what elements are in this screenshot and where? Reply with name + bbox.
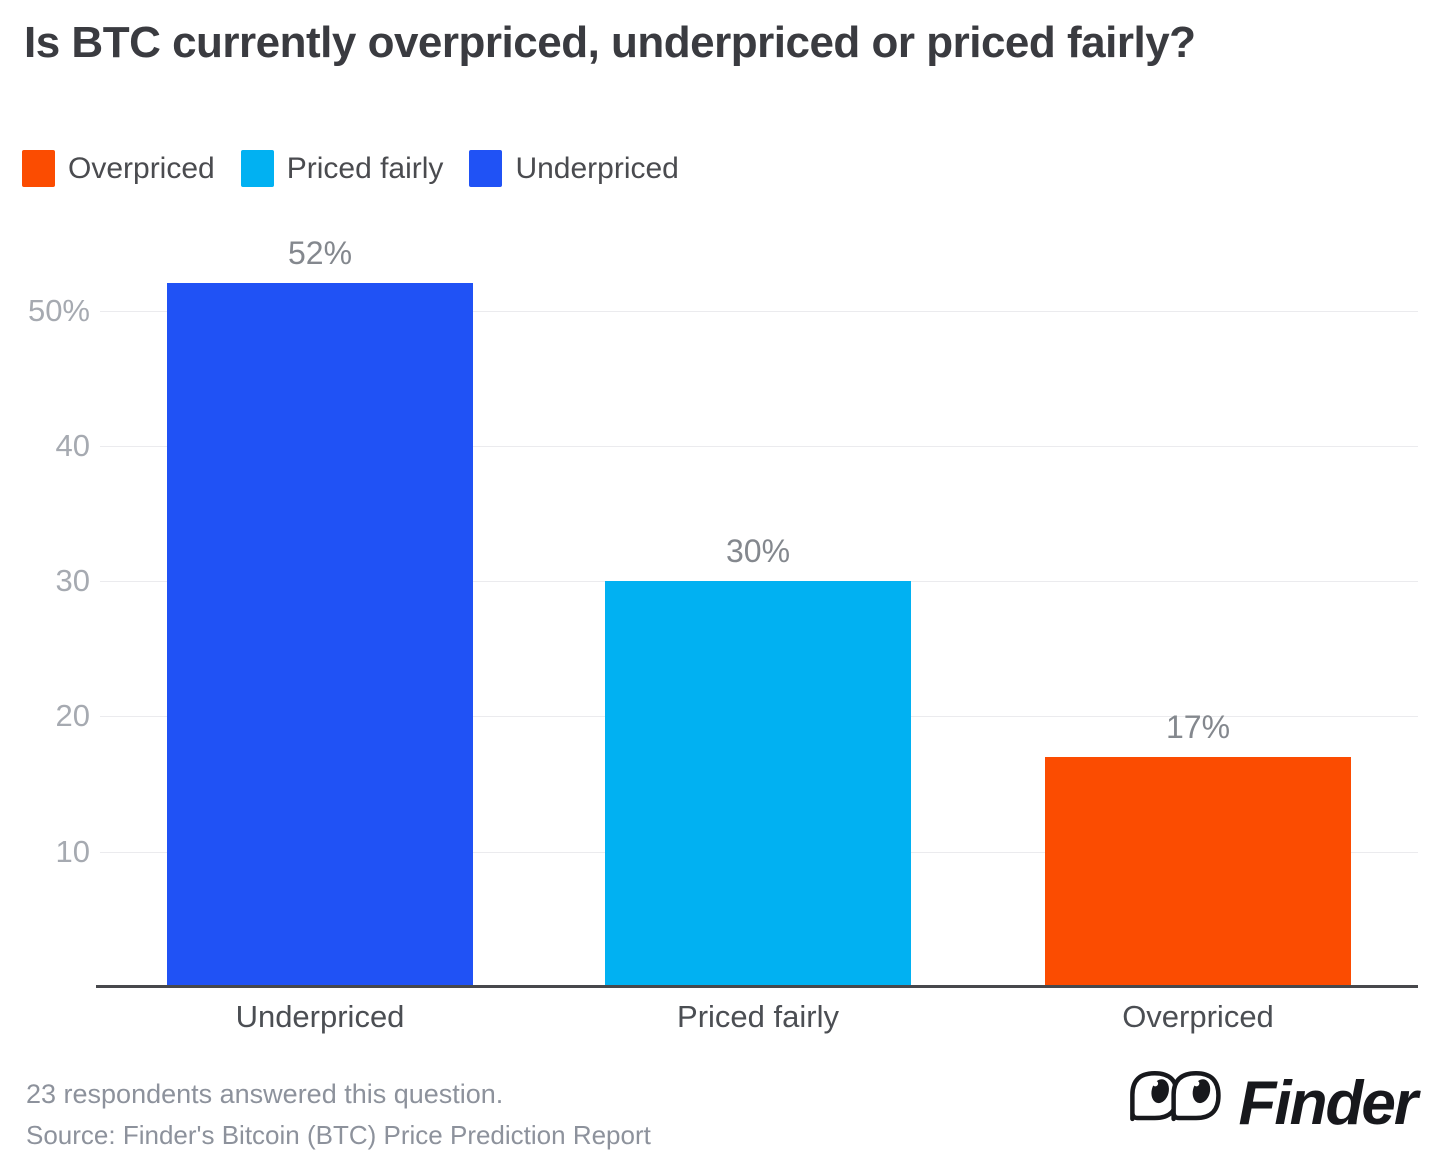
gridline-50	[100, 310, 1418, 312]
value-label-overpriced: 17%	[1165, 708, 1231, 745]
y-axis-tick-30: 30	[55, 563, 90, 599]
bar-overpriced	[1045, 756, 1351, 987]
gridline-40	[100, 445, 1418, 447]
legend-item-priced-fairly: Priced fairly	[240, 150, 444, 187]
finder-wordmark: Finder	[1238, 1069, 1418, 1138]
legend-item-overpriced: Overpriced	[22, 150, 215, 187]
x-axis-label-priced-fairly: Priced fairly	[677, 999, 839, 1034]
legend-label: Underpriced	[515, 151, 679, 185]
x-axis-label-overpriced: Overpriced	[1122, 999, 1274, 1034]
legend-swatch	[240, 150, 274, 187]
finder-logo: Finder	[1127, 1068, 1418, 1139]
legend-item-underpriced: Underpriced	[469, 150, 679, 187]
legend-label: Overpriced	[68, 151, 215, 185]
chart-title: Is BTC currently overpriced, underpriced…	[24, 18, 1196, 67]
value-label-underpriced: 52%	[287, 235, 353, 272]
source-note: Source: Finder's Bitcoin (BTC) Price Pre…	[26, 1120, 651, 1150]
legend-swatch	[469, 150, 503, 187]
legend-swatch	[22, 150, 55, 187]
legend-label: Priced fairly	[286, 151, 444, 185]
y-axis-tick-10: 10	[55, 833, 90, 869]
value-label-priced-fairly: 30%	[725, 533, 791, 570]
respondents-note: 23 respondents answered this question.	[26, 1079, 504, 1109]
x-axis-label-underpriced: Underpriced	[235, 999, 405, 1034]
y-axis-tick-50: 50%	[27, 292, 90, 328]
x-axis-line	[96, 985, 1418, 988]
legend: Overpriced Priced fairly Underpriced	[22, 150, 679, 187]
y-axis-tick-40: 40	[55, 427, 90, 463]
y-axis-tick-20: 20	[55, 698, 90, 734]
finder-eyes-icon	[1127, 1068, 1231, 1139]
bar-underpriced	[167, 283, 473, 987]
bar-priced-fairly	[605, 581, 911, 987]
